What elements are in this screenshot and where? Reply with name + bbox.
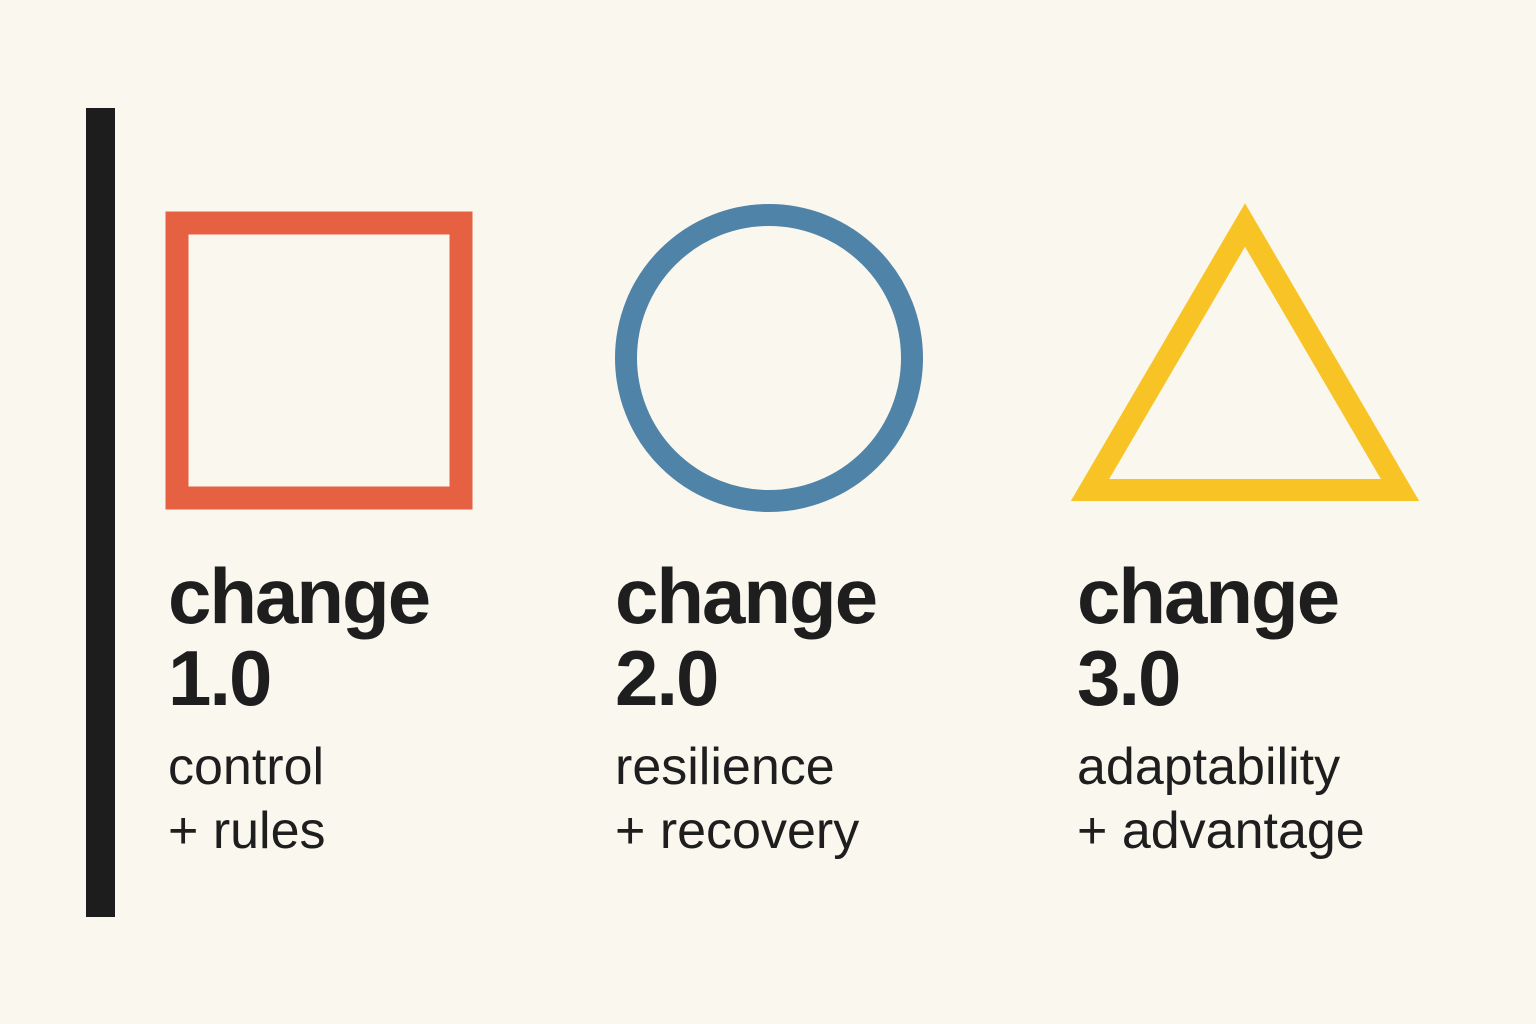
square-icon (165, 211, 473, 510)
item-title: change (1077, 552, 1340, 640)
circle-icon (615, 204, 923, 512)
item-version: 2.0 (615, 634, 719, 722)
item-line1: resilience (615, 738, 835, 796)
item-line1: control (168, 738, 325, 796)
item-change-1: change 1.0 control + rules (168, 552, 431, 863)
item-title: change (615, 552, 878, 640)
item-title: change (168, 552, 431, 640)
item-change-2: change 2.0 resilience + recovery (615, 552, 878, 863)
item-line2: + rules (168, 802, 326, 860)
item-line2: + recovery (615, 802, 860, 860)
item-version: 3.0 (1077, 634, 1181, 722)
vertical-bar (86, 108, 115, 917)
item-version: 1.0 (168, 634, 272, 722)
triangle-icon (1070, 203, 1420, 501)
item-line2: + advantage (1077, 802, 1365, 860)
item-change-3: change 3.0 adaptability + advantage (1077, 555, 1365, 863)
item-line1: adaptability (1077, 738, 1341, 796)
